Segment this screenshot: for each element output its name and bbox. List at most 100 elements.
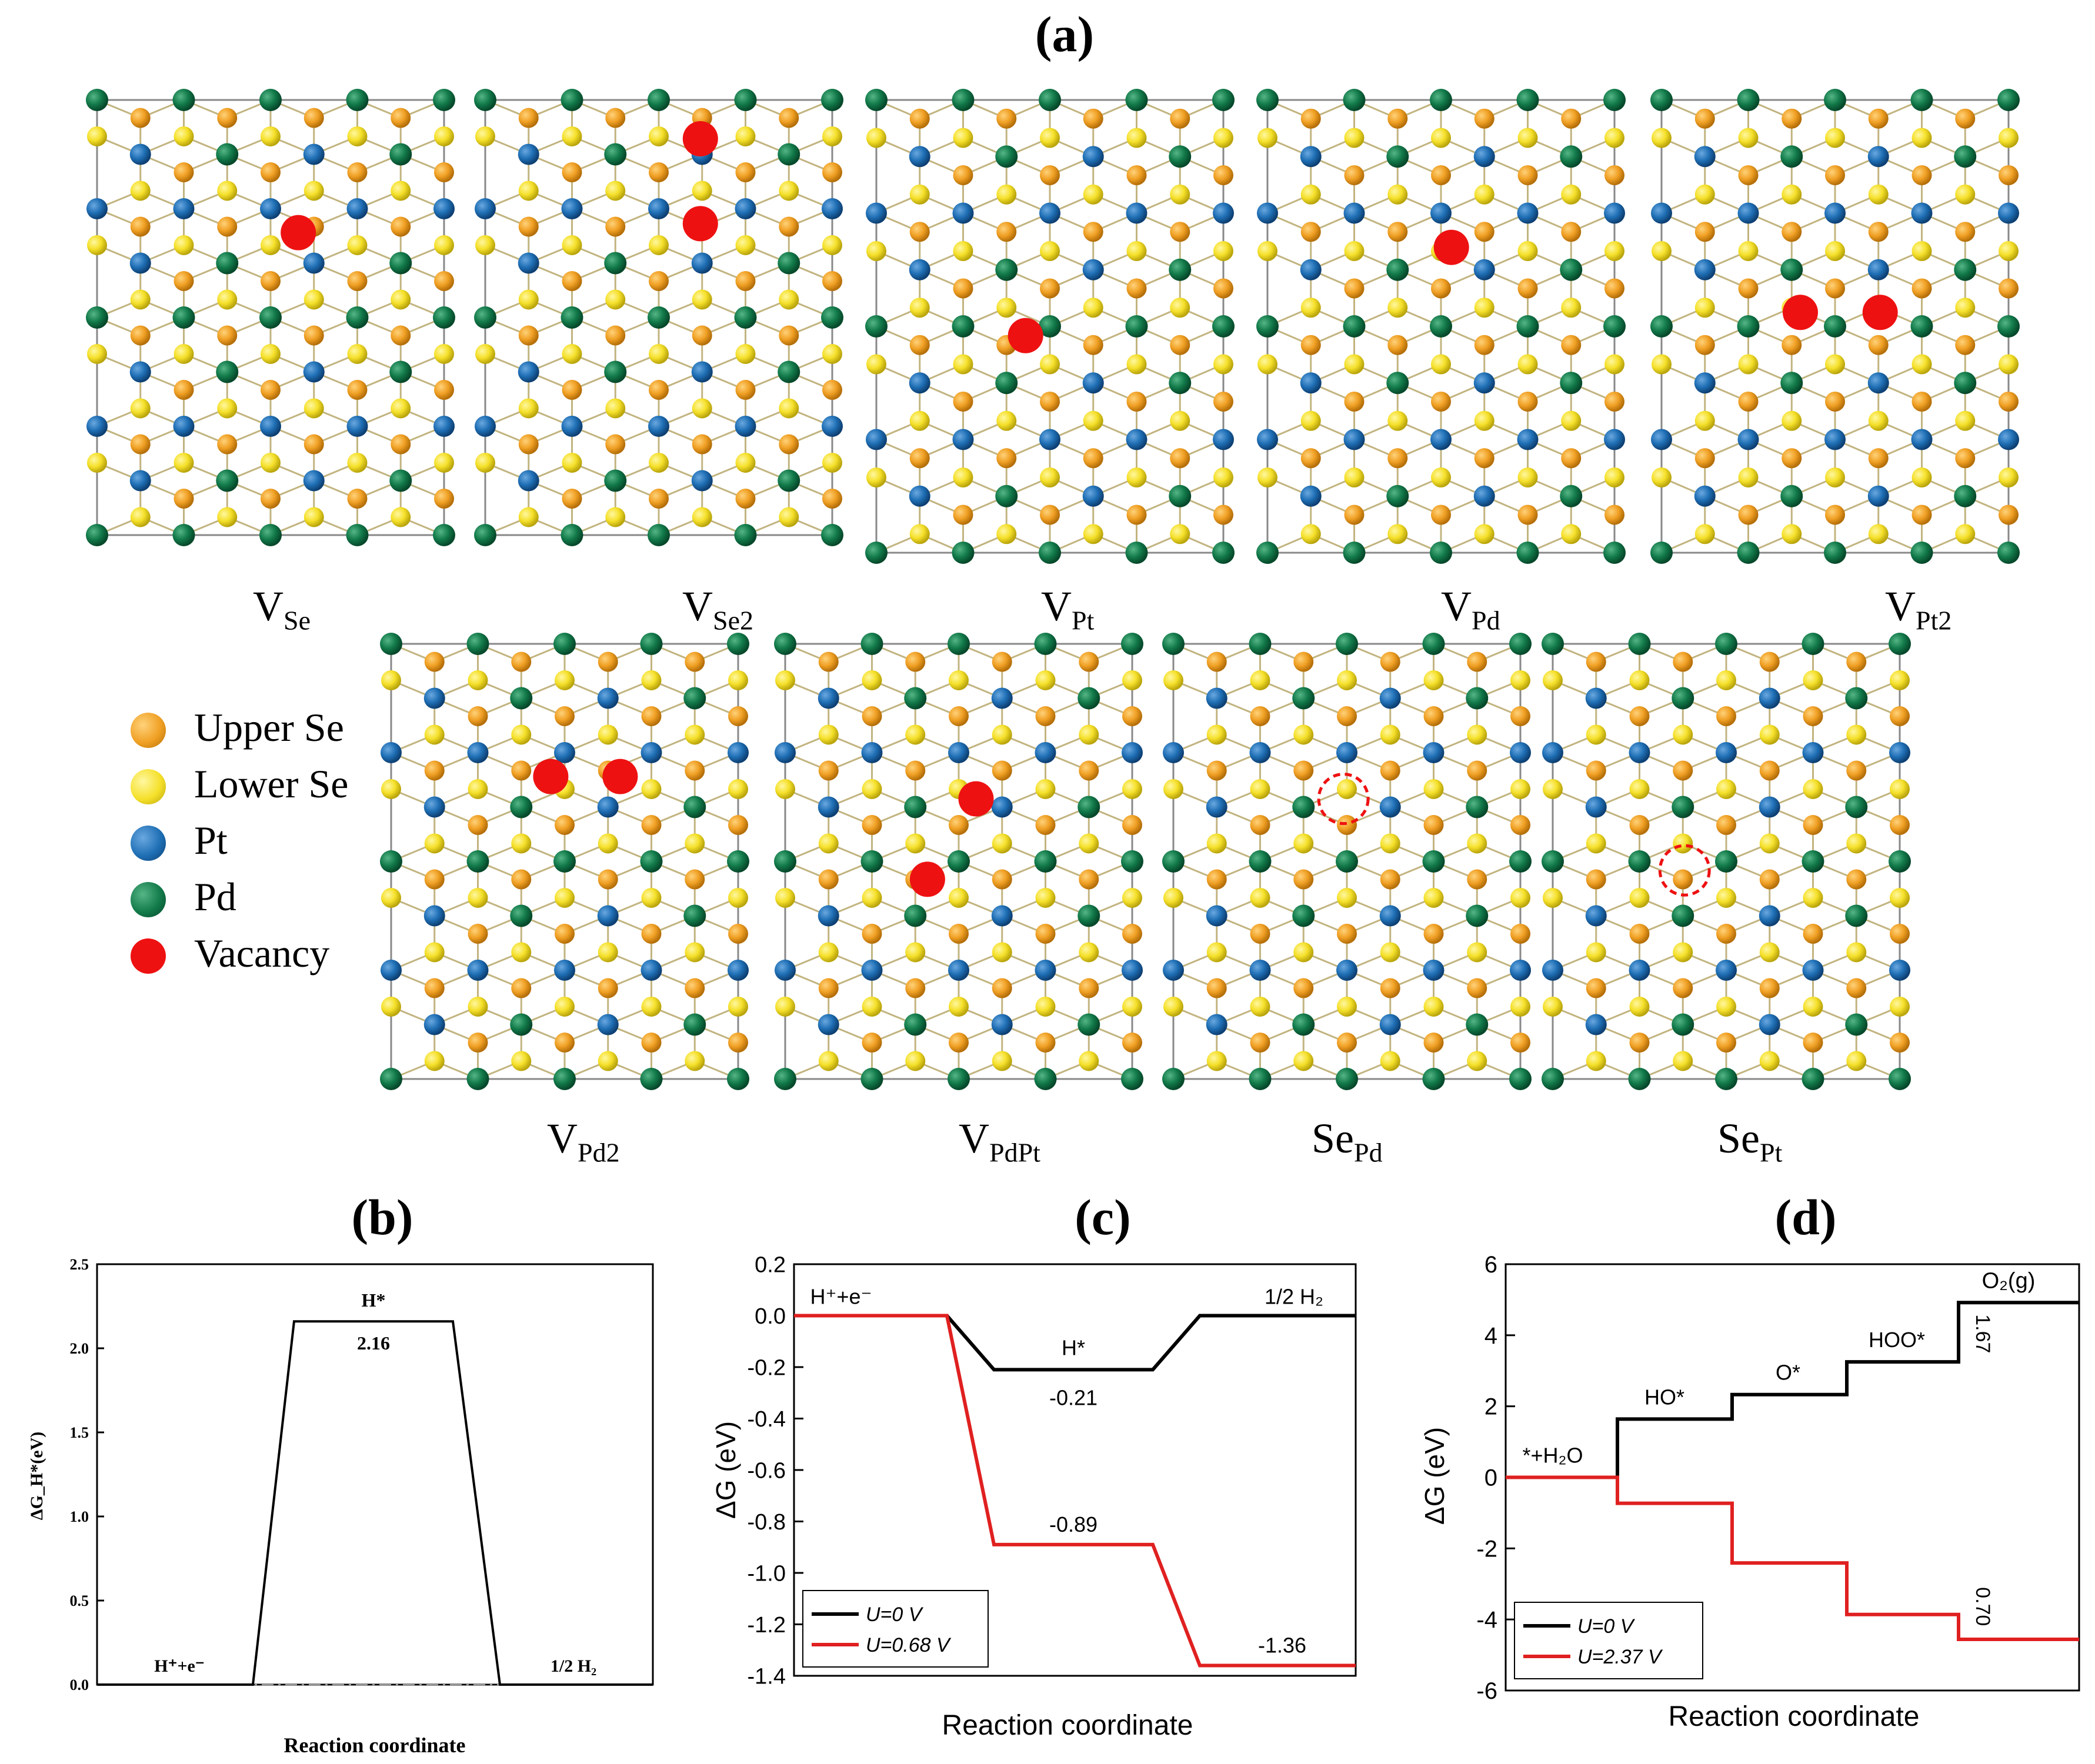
upper-se-atom (1431, 278, 1451, 299)
upper-se-atom (1803, 706, 1823, 727)
upper-se-atom (909, 108, 930, 129)
pt-atom (423, 796, 445, 818)
upper-se-atom (1126, 392, 1147, 412)
lower-se-atom (1163, 670, 1183, 690)
pt-atom (518, 143, 539, 165)
lower-se-atom (347, 235, 368, 255)
lower-se-atom (1561, 184, 1582, 205)
pd-atom (904, 1013, 927, 1036)
pd-atom (1466, 796, 1489, 818)
pt-atom (1510, 742, 1531, 763)
pd-atom (1845, 1013, 1868, 1036)
lower-se-atom (1629, 670, 1650, 690)
upper-se-atom (1738, 392, 1759, 412)
structure-panel-5 (380, 633, 749, 1090)
lower-se-atom (866, 467, 886, 487)
pt-atom (1206, 796, 1227, 818)
upper-se-atom (1759, 652, 1780, 672)
pd-atom (1422, 633, 1445, 655)
upper-se-atom (1293, 869, 1314, 890)
y-tick-label: 0.0 (70, 1676, 89, 1693)
lower-se-atom (685, 833, 705, 854)
pt-atom (1694, 259, 1716, 280)
lower-se-atom (1380, 1051, 1400, 1071)
lower-se-atom (649, 452, 669, 473)
upper-se-atom (1079, 869, 1099, 890)
upper-se-atom (1825, 165, 1845, 186)
upper-se-atom (1079, 760, 1099, 781)
upper-se-atom (1517, 278, 1538, 299)
pt-atom (1430, 202, 1452, 224)
pd-atom (1516, 542, 1539, 564)
pd-atom (1212, 315, 1235, 338)
pd-atom (1802, 633, 1824, 655)
y-tick-label: 1.5 (70, 1424, 89, 1441)
pd-atom (865, 89, 888, 111)
lower-se-atom (1122, 779, 1142, 799)
pt-atom (1542, 742, 1563, 763)
lower-se-atom (1510, 670, 1530, 690)
upper-se-atom (1716, 924, 1736, 944)
lower-se-atom (1206, 942, 1227, 963)
pd-atom (1125, 542, 1148, 564)
lower-se-atom (1467, 942, 1487, 963)
upper-se-atom (511, 760, 532, 781)
upper-se-atom (1510, 924, 1530, 944)
lower-se-atom (866, 354, 886, 375)
lower-se-atom (1423, 887, 1444, 908)
pt-atom (1163, 960, 1184, 981)
pd-atom (1121, 633, 1143, 655)
pd-atom (1516, 315, 1539, 338)
lower-se-atom (1040, 128, 1060, 148)
upper-se-atom (347, 271, 368, 292)
lower-se-atom (391, 398, 411, 419)
upper-se-atom (1380, 652, 1400, 672)
pd-atom (1121, 1068, 1143, 1090)
state-label: 1/2 H₂ (1265, 1285, 1323, 1309)
lower-se-atom (1423, 670, 1444, 690)
lower-se-atom (1652, 240, 1672, 261)
upper-se-atom (1344, 278, 1365, 299)
pd-atom (1466, 904, 1489, 927)
pd-atom (1560, 485, 1583, 507)
lower-se-atom (217, 181, 238, 201)
lower-se-atom (779, 181, 799, 201)
lower-se-atom (1911, 354, 1932, 375)
pd-atom (1650, 315, 1673, 338)
pd-atom (1169, 258, 1192, 281)
upper-se-atom (649, 380, 669, 400)
upper-se-atom (605, 108, 626, 128)
lower-se-atom (174, 235, 194, 255)
pt-atom (597, 905, 619, 927)
structure-panel-0 (86, 89, 455, 546)
lower-se-atom (909, 524, 930, 544)
lower-se-atom (1604, 354, 1624, 375)
pd-atom (216, 469, 239, 492)
pt-atom (648, 416, 669, 437)
lower-se-atom (1694, 184, 1715, 205)
pd-atom (346, 524, 369, 546)
pd-atom (1603, 315, 1626, 338)
lower-se-atom (434, 235, 454, 255)
upper-se-atom (555, 1033, 575, 1053)
upper-se-atom (1561, 448, 1582, 469)
pd-atom (1386, 145, 1409, 168)
pd-atom (553, 633, 576, 655)
upper-se-atom (174, 380, 194, 400)
pt-atom (1889, 742, 1910, 763)
upper-se-atom (1474, 108, 1494, 129)
pt-atom (518, 252, 539, 274)
lower-se-atom (1561, 410, 1582, 431)
structure-panel-1 (474, 89, 843, 546)
lower-se-atom (1293, 833, 1314, 854)
pd-atom (389, 469, 412, 492)
lower-se-atom (1738, 240, 1759, 261)
pt-atom (822, 416, 843, 437)
pd-atom (640, 1068, 663, 1090)
pd-atom (904, 687, 927, 710)
upper-se-atom (1206, 869, 1227, 890)
upper-se-atom (1474, 335, 1494, 355)
pd-atom (1542, 633, 1564, 655)
vacancy-marker (1862, 295, 1898, 330)
pd-atom (948, 633, 970, 655)
